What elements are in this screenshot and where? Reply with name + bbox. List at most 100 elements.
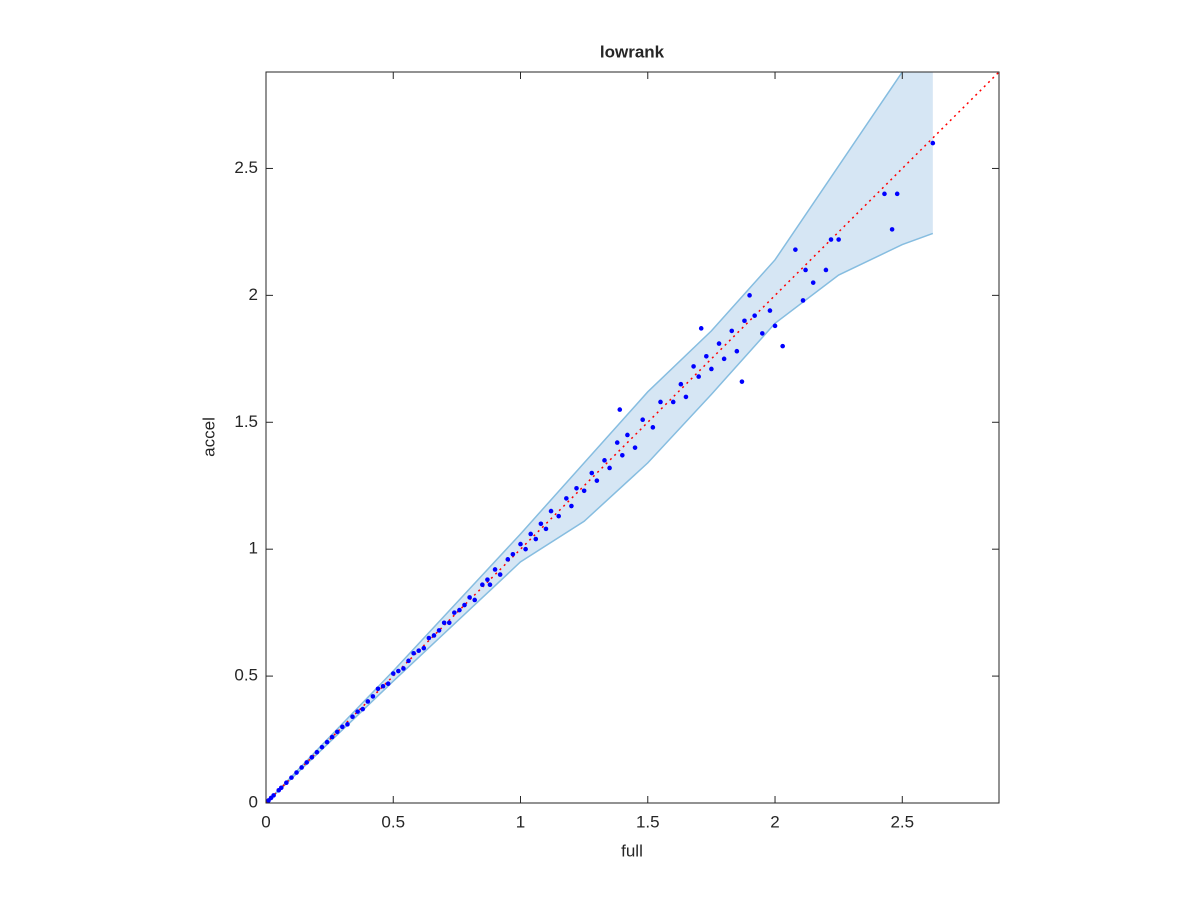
point [721, 356, 727, 362]
point [467, 595, 472, 600]
point [271, 793, 276, 798]
point [670, 399, 676, 405]
confidence-band [266, 72, 933, 803]
point [497, 572, 503, 577]
point [436, 628, 442, 633]
point [683, 394, 689, 400]
point [704, 353, 709, 359]
point [828, 237, 834, 242]
point [742, 318, 747, 324]
point [452, 610, 457, 615]
point [396, 668, 401, 674]
point [696, 374, 701, 379]
point [329, 734, 335, 740]
point [607, 465, 612, 471]
point [620, 452, 625, 458]
point [350, 714, 355, 720]
point [446, 620, 452, 626]
point [678, 381, 684, 387]
point [803, 267, 808, 273]
point [556, 513, 561, 519]
y-tick-label: 2.5 [234, 158, 258, 177]
point [457, 607, 462, 613]
x-tick-label: 2 [770, 812, 779, 831]
point [640, 417, 645, 423]
point [426, 635, 432, 641]
y-tick-label: 1 [249, 539, 258, 558]
x-tick-label: 0 [261, 812, 270, 831]
point [299, 765, 304, 770]
point [780, 343, 785, 349]
point [319, 744, 325, 750]
point [767, 308, 773, 313]
point [309, 755, 315, 760]
x-axis-label: full [621, 841, 643, 860]
y-tick-label: 0.5 [234, 666, 258, 685]
point [406, 658, 411, 664]
point [658, 399, 663, 405]
point [574, 485, 579, 491]
point [289, 775, 294, 780]
point [734, 348, 740, 354]
point [441, 620, 447, 626]
point [632, 445, 638, 450]
plot-area [266, 72, 999, 803]
point [518, 541, 523, 547]
point [625, 432, 630, 438]
point [284, 780, 289, 785]
point [581, 488, 587, 494]
point [492, 567, 498, 572]
point [528, 531, 533, 537]
point [548, 508, 554, 514]
point [617, 407, 623, 412]
y-axis-label: accel [199, 417, 218, 457]
point [431, 633, 437, 638]
point [894, 191, 900, 197]
point [390, 671, 396, 676]
point [485, 577, 490, 582]
point [340, 724, 345, 730]
point [462, 602, 467, 608]
point [375, 686, 381, 692]
point [411, 650, 416, 656]
x-tick-label: 1 [516, 812, 525, 831]
point [793, 247, 798, 252]
chart-title: lowrank [600, 42, 665, 61]
point [304, 760, 310, 765]
point [324, 739, 330, 745]
point [360, 706, 366, 712]
point [594, 478, 600, 483]
x-tick-label: 0.5 [381, 812, 405, 831]
point [355, 709, 360, 714]
point [533, 536, 539, 542]
y-tick-label: 0 [249, 792, 258, 811]
y-tick-label: 2 [249, 285, 258, 304]
point [480, 582, 485, 588]
point [930, 140, 936, 146]
point [747, 293, 752, 298]
point [889, 227, 895, 232]
band-edge [266, 232, 934, 803]
point [510, 551, 516, 557]
point [836, 237, 841, 242]
point [810, 280, 816, 285]
point [487, 582, 493, 588]
point [650, 425, 656, 430]
axes-box [265, 71, 1000, 804]
point [365, 699, 371, 704]
reference-line [266, 72, 999, 803]
point [614, 440, 620, 445]
point [729, 328, 735, 334]
point [370, 694, 376, 699]
point [380, 683, 386, 689]
point [739, 379, 745, 384]
point [752, 313, 757, 318]
point [345, 722, 350, 727]
point [698, 326, 704, 331]
point [538, 521, 544, 527]
point [602, 458, 607, 463]
point [569, 503, 574, 509]
point [294, 770, 299, 775]
point [421, 645, 427, 651]
